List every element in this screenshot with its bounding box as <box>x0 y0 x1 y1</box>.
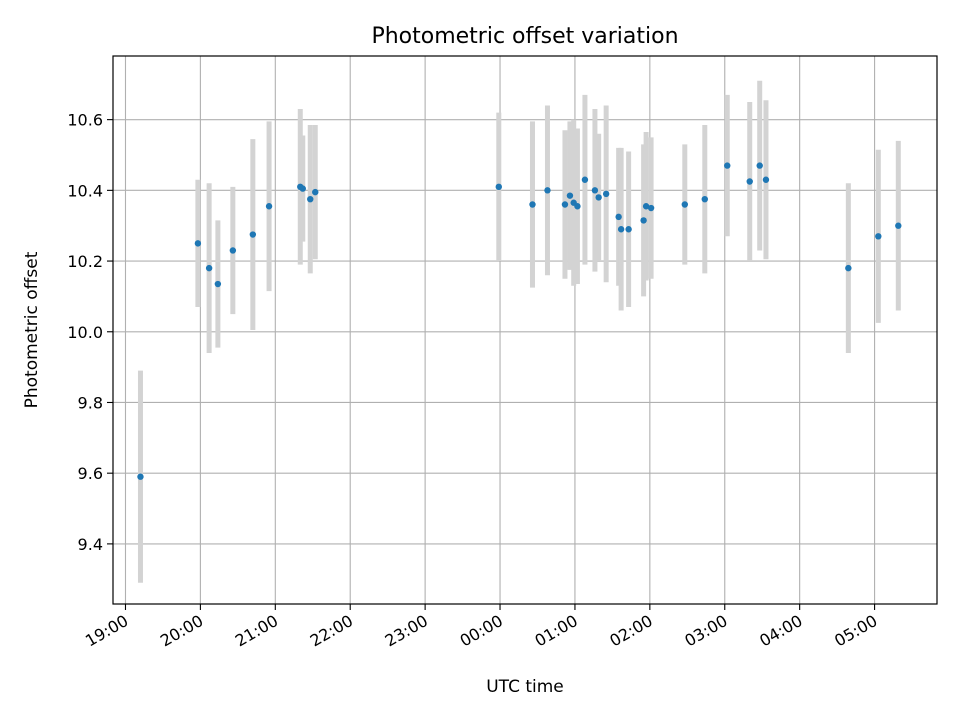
data-point <box>205 264 213 272</box>
data-point <box>756 162 763 169</box>
data-point <box>895 222 902 229</box>
data-point <box>299 185 306 192</box>
data-point <box>875 233 882 240</box>
data-point <box>617 226 625 233</box>
data-point <box>625 226 632 233</box>
data-point <box>762 176 770 183</box>
data-point <box>602 190 610 198</box>
data-point <box>642 203 650 210</box>
data-point <box>724 162 731 169</box>
data-point <box>312 188 319 196</box>
data-point <box>137 473 144 480</box>
data-point <box>307 195 314 203</box>
plot-frame <box>112 55 938 605</box>
data-point <box>229 247 237 254</box>
data-point <box>845 264 852 272</box>
y-tick-label: 9.4 <box>78 535 103 554</box>
y-tick-label: 9.6 <box>78 464 103 483</box>
data-points <box>137 162 902 480</box>
data-point <box>574 203 581 210</box>
data-point <box>581 176 589 183</box>
y-tick-label: 10.2 <box>67 252 103 271</box>
data-point <box>265 203 273 210</box>
data-point <box>647 204 655 212</box>
y-tick-label: 10.0 <box>67 323 103 342</box>
data-point <box>194 240 202 247</box>
data-point <box>529 201 536 208</box>
y-tick-label: 10.6 <box>67 111 103 130</box>
data-point <box>214 280 222 288</box>
data-point <box>595 194 602 201</box>
data-point <box>615 213 622 221</box>
y-tick-label: 9.8 <box>78 393 103 412</box>
x-axis-label: UTC time <box>486 677 564 697</box>
y-axis-label: Photometric offset <box>22 251 42 408</box>
data-point <box>591 187 599 194</box>
y-tick-label: 10.4 <box>67 181 103 200</box>
data-point <box>544 187 551 194</box>
data-point <box>746 178 753 185</box>
data-point <box>681 201 689 208</box>
data-point <box>561 201 569 208</box>
data-point <box>495 183 502 191</box>
data-point <box>701 195 708 203</box>
y-axis-ticks: 9.4 9.6 9.8 10.0 10.2 10.4 10.6 <box>67 111 113 554</box>
chart-title: Photometric offset variation <box>371 24 678 49</box>
data-point <box>566 192 574 199</box>
data-point <box>640 217 647 224</box>
data-point <box>249 231 257 238</box>
